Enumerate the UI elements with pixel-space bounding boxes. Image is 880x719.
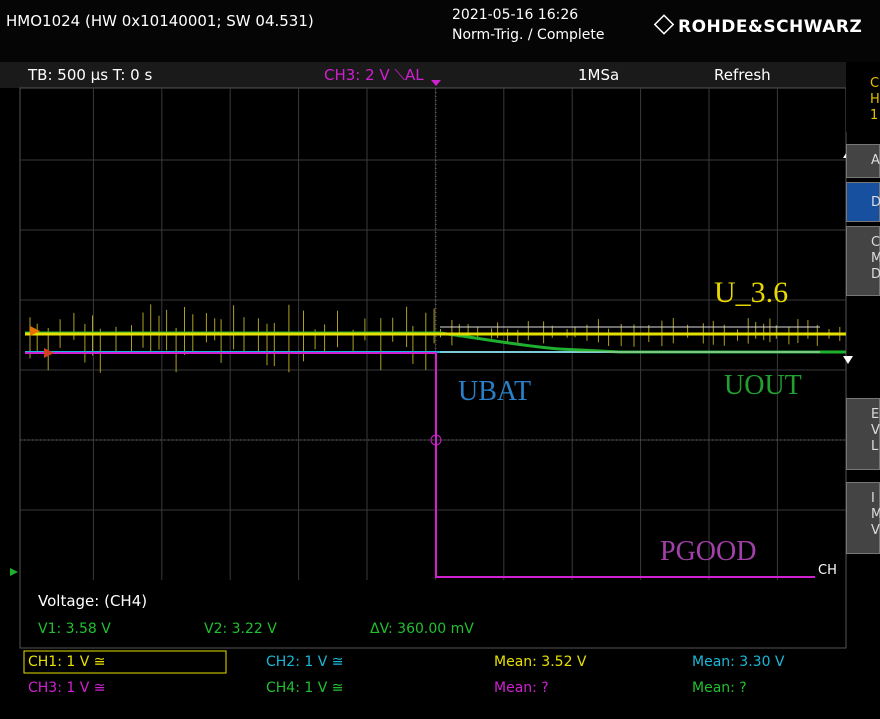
label-ubat: UBAT — [458, 376, 532, 407]
trigger-position-marker — [431, 80, 441, 86]
brand-logo — [653, 14, 675, 35]
datetime: 2021-05-16 16:26 — [452, 7, 579, 23]
ch4-offset-marker — [10, 568, 18, 576]
ch4-setting[interactable]: CH4: 1 V ≅ — [266, 680, 344, 696]
ch3-setting[interactable]: CH3: 1 V ≅ — [28, 680, 106, 696]
scroll-down — [843, 356, 853, 364]
ch1-selected-box — [23, 650, 227, 674]
ch4-mean: Mean: ? — [692, 680, 747, 696]
side-softkey[interactable]: A — [846, 144, 880, 178]
ch1-offset-marker — [30, 326, 40, 336]
status-bar — [0, 62, 846, 88]
ch2-offset-marker — [44, 348, 54, 358]
label-uout: UOUT — [724, 370, 802, 401]
measure-v2: V2: 3.22 V — [204, 621, 277, 637]
side-text: V — [871, 523, 880, 538]
side-text: L — [871, 439, 879, 454]
side-text: 1 — [870, 108, 879, 123]
trace-ch3-pgood — [25, 352, 815, 578]
graticule-frame — [19, 87, 847, 649]
label-u36: U_3.6 — [714, 276, 789, 309]
header-bar — [0, 0, 880, 62]
trigger-state: Norm-Trig. / Complete — [452, 27, 605, 43]
side-text: C — [871, 235, 880, 250]
label-pgood: PGOOD — [660, 536, 757, 567]
side-softkey[interactable]: D — [846, 182, 880, 222]
side-text: V — [871, 423, 880, 438]
trigger-setting: CH3: 2 V ⟍AL — [324, 66, 424, 84]
side-text: M — [871, 251, 880, 266]
side-text: M — [871, 507, 880, 522]
ch3-mean: Mean: ? — [494, 680, 549, 696]
ch2-setting[interactable]: CH2: 1 V ≅ — [266, 654, 344, 670]
ch1-setting[interactable]: CH1: 1 V ≅ — [28, 654, 106, 670]
side-text: I — [871, 491, 875, 506]
model-info: HMO1024 (HW 0x10140001; SW 04.531) — [6, 12, 314, 30]
side-text: H — [870, 92, 880, 107]
side-text: A — [871, 153, 880, 168]
timebase: TB: 500 µs T: 0 s — [28, 66, 153, 84]
side-text: D — [871, 267, 880, 282]
measure-title: Voltage: (CH4) — [38, 592, 148, 610]
side-text: D — [871, 195, 880, 210]
measure-v1: V1: 3.58 V — [38, 621, 111, 637]
sample-rate: 1MSa — [578, 66, 620, 84]
side-text: E — [871, 407, 880, 422]
side-text: C — [870, 76, 880, 91]
measure-dv: ΔV: 360.00 mV — [370, 621, 474, 637]
ch2-mean: Mean: 3.30 V — [692, 654, 785, 670]
brand: ROHDE&SCHWARZ — [678, 17, 863, 37]
ch-marker: CH — [818, 563, 837, 578]
ch1-mean: Mean: 3.52 V — [494, 654, 587, 670]
acquisition-mode: Refresh — [714, 66, 771, 84]
